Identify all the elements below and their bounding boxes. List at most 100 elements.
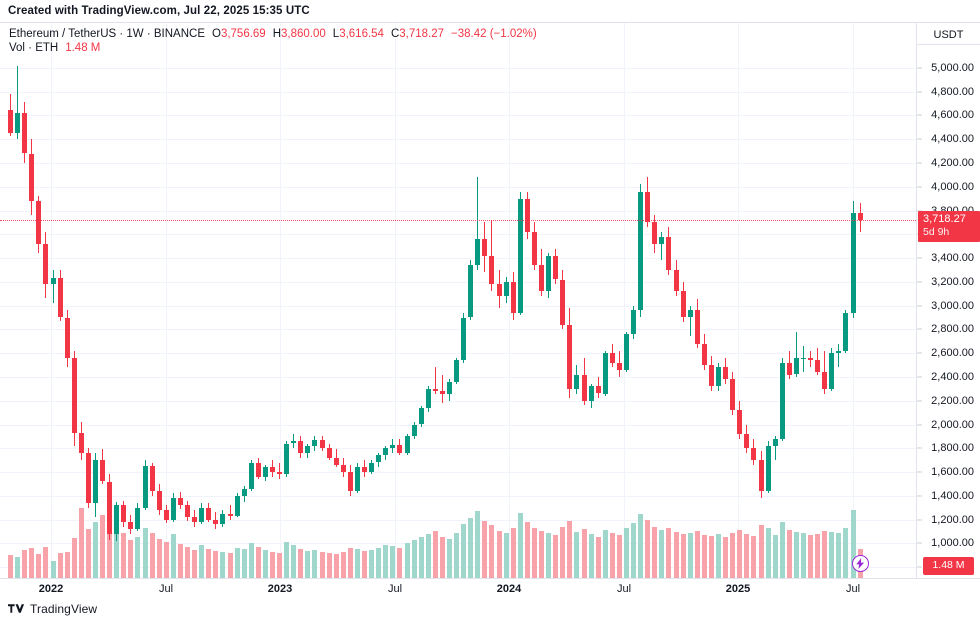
volume-bar [524, 522, 530, 579]
candle-body [609, 353, 615, 363]
volume-bar [602, 530, 608, 579]
volume-bar [822, 531, 828, 579]
candle-body [645, 191, 651, 223]
volume-bar [418, 537, 424, 579]
grid-line-horizontal [0, 353, 916, 355]
candle-wick [279, 462, 280, 480]
candle-body [510, 281, 516, 313]
volume-bar [362, 551, 367, 579]
candle-body [475, 239, 481, 266]
grid-line-horizontal [0, 210, 916, 212]
candle-body [206, 507, 212, 520]
candle-body [447, 381, 452, 394]
volume-bar [843, 528, 849, 579]
volume-bar [298, 549, 304, 579]
price-axis-tick-label: 2,000.00 [931, 418, 974, 431]
current-price-badge[interactable]: 3,718.27 5d 9h [918, 211, 980, 243]
price-axis-tickmark [917, 471, 922, 473]
candle-body [270, 467, 275, 473]
price-axis-tickmark [917, 519, 922, 521]
price-axis-tickmark [917, 400, 922, 402]
candle-body [185, 505, 190, 518]
candle-body [22, 113, 28, 154]
candle-body [517, 198, 523, 313]
grid-line-horizontal [0, 519, 916, 521]
volume-bar [185, 547, 190, 579]
candle-body [36, 201, 42, 244]
realtime-lightning-icon[interactable] [851, 555, 869, 572]
volume-value-badge[interactable]: 1.48 M [923, 557, 974, 575]
chart-plot-area[interactable] [0, 23, 916, 579]
candle-body [362, 467, 367, 473]
candle-body [723, 367, 729, 380]
candle-body [553, 255, 559, 280]
candle-body [114, 505, 120, 534]
volume-bar [723, 537, 729, 579]
candle-body [319, 439, 325, 449]
price-axis-tickmark [917, 186, 922, 188]
candle-body [815, 360, 821, 373]
candle-body [199, 507, 205, 522]
candle-wick [689, 305, 691, 337]
candle-body [482, 239, 488, 256]
time-axis[interactable]: 2022 Jul 2023 Jul 2024 Jul 2025 Jul [0, 578, 980, 600]
time-axis-tick-label: 2025 [725, 583, 751, 595]
candle-body [376, 455, 382, 463]
grid-line-horizontal [0, 472, 916, 473]
volume-bar [666, 528, 672, 579]
candle-body [333, 457, 339, 465]
volume-bar [673, 532, 679, 579]
price-axis[interactable]: USDT 5,000.00 4,800.00 4,600.00 4,400.00 4,2… [916, 23, 980, 579]
candle-body [546, 255, 552, 292]
grid-line-vertical [509, 23, 510, 579]
candle-body [779, 362, 785, 439]
candle-body [15, 113, 21, 134]
volume-bar [369, 550, 375, 579]
grid-line-horizontal [0, 305, 916, 307]
price-axis-tickmark [917, 67, 922, 69]
candle-body [581, 374, 587, 401]
candle-body [277, 472, 282, 475]
candle-body [390, 444, 396, 449]
grid-line-horizontal [0, 67, 916, 69]
volume-bar [786, 530, 792, 579]
volume-bar [468, 518, 474, 579]
volume-bar [701, 535, 707, 579]
price-axis-tick-label: 4,400.00 [931, 133, 974, 146]
volume-bar [461, 524, 467, 579]
volume-bar [156, 539, 162, 579]
volume-bar [234, 548, 240, 579]
volume-bar [447, 539, 452, 579]
volume-bar [765, 528, 771, 579]
volume-bar [248, 543, 254, 579]
volume-bar [404, 543, 410, 579]
candle-body [29, 153, 35, 201]
volume-bar [850, 510, 856, 579]
candle-body [298, 441, 304, 453]
volume-bar [255, 547, 261, 579]
candle-wick [17, 65, 19, 140]
volume-bar [227, 553, 233, 579]
volume-bar [107, 527, 113, 579]
volume-bar [262, 550, 268, 579]
candle-body [843, 312, 849, 351]
volume-bar [793, 532, 799, 579]
volume-bar [376, 548, 382, 579]
volume-bar [43, 547, 49, 579]
candle-body [489, 255, 495, 285]
candle-body [857, 212, 863, 221]
chart-frame: Ethereum / TetherUS · 1W · BINANCE O3,75… [0, 22, 980, 579]
candle-body [793, 357, 799, 375]
volume-bar [85, 529, 91, 579]
volume-bar [15, 557, 21, 579]
candle-body [829, 353, 835, 389]
volume-bar [588, 534, 594, 579]
time-axis-tick-label: 2023 [267, 583, 293, 595]
candle-body [142, 466, 148, 508]
candle-body [305, 445, 311, 453]
time-axis-tick-label: Jul [616, 583, 632, 595]
volume-bar [326, 553, 332, 579]
candle-body [135, 507, 141, 530]
volume-bar [22, 550, 28, 579]
